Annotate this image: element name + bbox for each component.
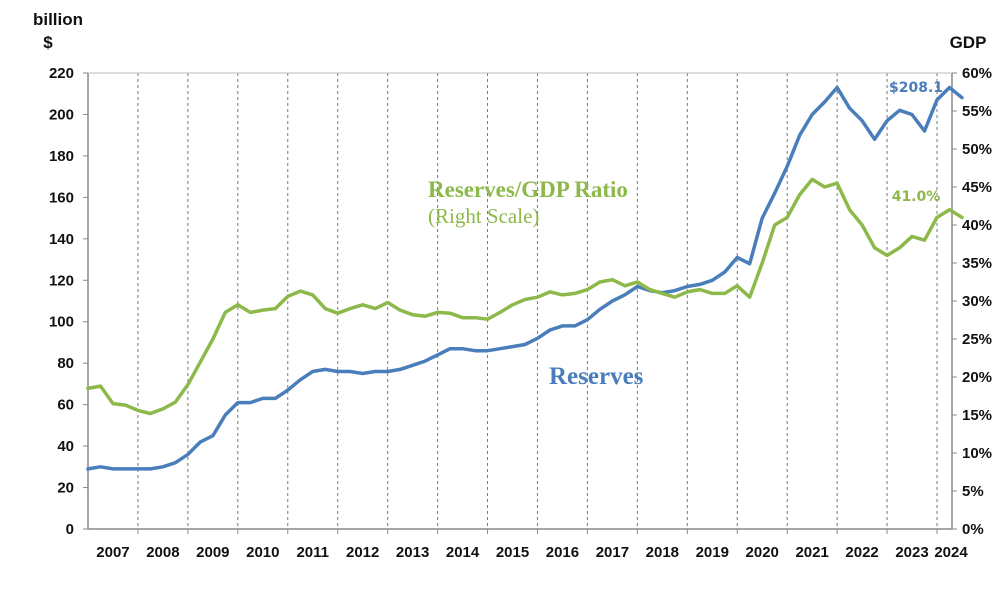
x-tick-label: 2008 [146, 544, 179, 561]
left-axis-unit-billion: billion [33, 10, 83, 29]
right-axis-ticks: 0% 5% 10% 15% 20% 25% 30% 35% 40% 45% 50% 55% 60% [952, 65, 992, 538]
x-tick-label: 2023 [895, 544, 928, 561]
ratio-annotation-subtitle: (Right Scale) [428, 204, 539, 228]
ratio-annotation-title: Reserves/GDP Ratio [428, 177, 628, 202]
left-tick-label: 0 [66, 521, 74, 538]
x-tick-label: 2014 [446, 544, 480, 561]
left-tick-label: 180 [49, 148, 74, 165]
right-tick-label: 15% [962, 407, 992, 424]
left-tick-label: 120 [49, 272, 74, 289]
x-tick-label: 2012 [346, 544, 379, 561]
left-axis-ticks: 0 20 40 60 80 100 120 140 160 180 200 220 [49, 65, 88, 538]
left-tick-label: 200 [49, 106, 74, 123]
right-tick-label: 30% [962, 293, 992, 310]
x-tick-label: 2022 [845, 544, 878, 561]
x-tick-label: 2011 [296, 544, 329, 561]
x-axis-ticks: 2007 2008 2009 2010 2011 2012 2013 2014 2015 2016… [96, 529, 968, 561]
x-tick-label: 2007 [96, 544, 129, 561]
right-axis-unit-gdp: GDP [950, 33, 987, 52]
right-tick-label: 50% [962, 141, 992, 158]
left-axis-unit-dollar: $ [43, 33, 53, 52]
x-tick-label: 2024 [934, 544, 968, 561]
right-tick-label: 35% [962, 255, 992, 272]
left-tick-label: 60 [57, 397, 74, 414]
right-tick-label: 55% [962, 103, 992, 120]
x-tick-label: 2016 [546, 544, 579, 561]
reserves-end-value-label: $208.1 [889, 80, 943, 96]
x-tick-label: 2013 [396, 544, 429, 561]
right-tick-label: 5% [962, 483, 984, 500]
left-tick-label: 220 [49, 65, 74, 82]
right-tick-label: 60% [962, 65, 992, 82]
x-tick-label: 2019 [696, 544, 729, 561]
left-tick-label: 80 [57, 355, 74, 372]
x-tick-label: 2010 [246, 544, 279, 561]
ratio-end-value-label: 41.0% [892, 189, 941, 205]
grid-lines [137, 73, 938, 529]
left-tick-label: 140 [49, 231, 74, 248]
right-tick-label: 10% [962, 445, 992, 462]
series-lines [86, 85, 964, 471]
x-tick-label: 2020 [746, 544, 779, 561]
x-tick-label: 2009 [196, 544, 229, 561]
left-tick-label: 100 [49, 314, 74, 331]
left-tick-label: 160 [49, 189, 74, 206]
reserves-line [86, 85, 964, 471]
right-tick-label: 45% [962, 179, 992, 196]
x-tick-label: 2021 [795, 544, 828, 561]
right-tick-label: 20% [962, 369, 992, 386]
x-tick-label: 2018 [646, 544, 679, 561]
ratio-line [86, 177, 964, 416]
x-tick-label: 2015 [496, 544, 529, 561]
right-tick-label: 0% [962, 521, 984, 538]
x-tick-label: 2017 [596, 544, 629, 561]
reserves-annotation-title: Reserves [549, 363, 644, 390]
left-tick-label: 20 [57, 480, 74, 497]
left-tick-label: 40 [57, 438, 74, 455]
right-tick-label: 25% [962, 331, 992, 348]
right-tick-label: 40% [962, 217, 992, 234]
